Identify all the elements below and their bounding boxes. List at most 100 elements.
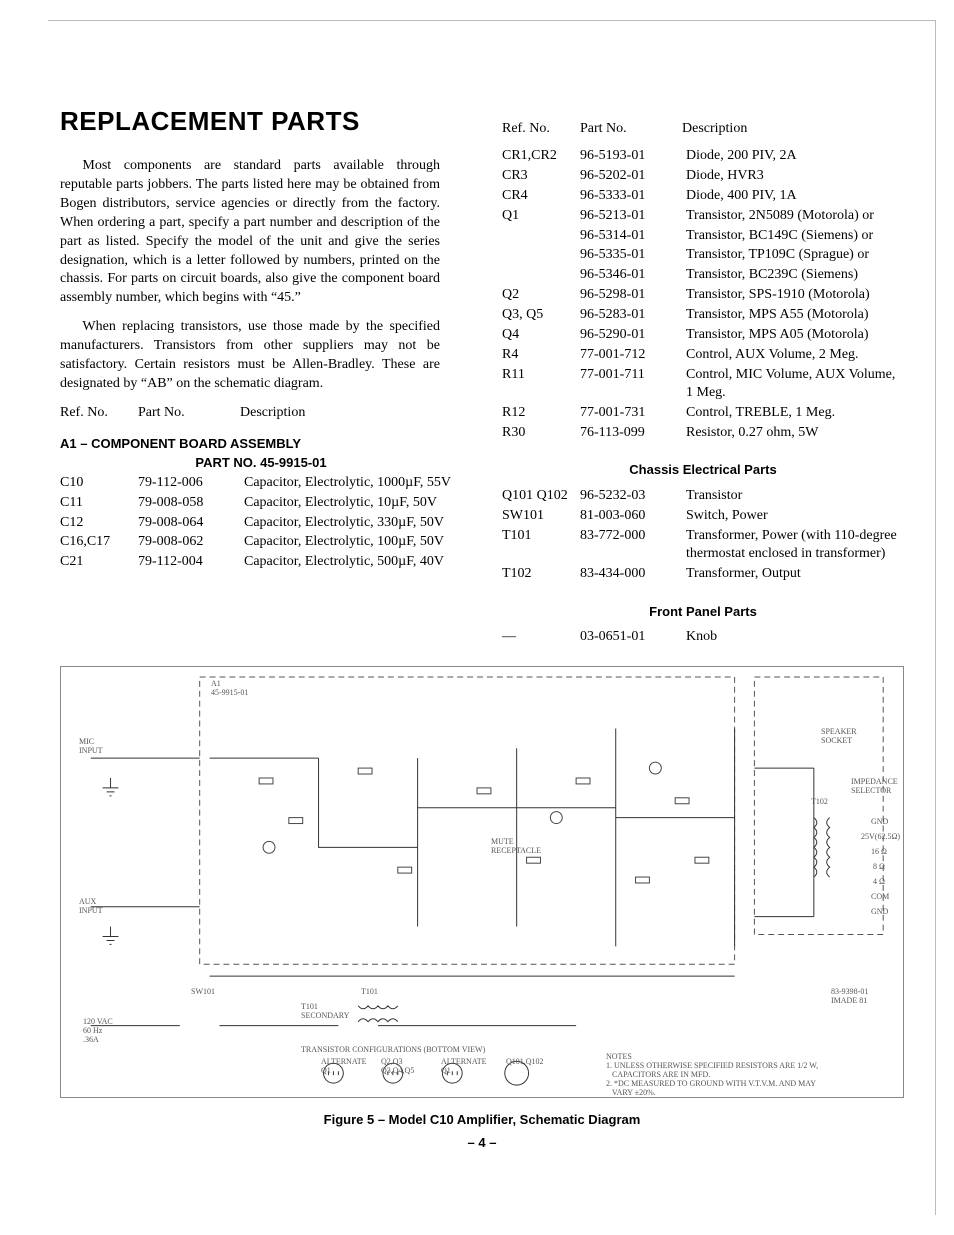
table-row: Q496-5290-01Transistor, MPS A05 (Motorol… <box>502 326 904 346</box>
ref-cell: R11 <box>502 366 580 404</box>
desc-cell: Transformer, Power (with 110-degree ther… <box>686 527 904 565</box>
schematic-label: SW101 <box>191 987 215 996</box>
intro-para-1: Most components are standard parts avail… <box>60 157 440 308</box>
table-row: CR396-5202-01Diode, HVR3 <box>502 167 904 187</box>
ref-cell: Q3, Q5 <box>502 306 580 326</box>
partno-cell: 96-5290-01 <box>580 326 686 346</box>
figure-caption: Figure 5 – Model C10 Amplifier, Schemati… <box>60 1112 904 1127</box>
table-row: Q296-5298-01Transistor, SPS-1910 (Motoro… <box>502 286 904 306</box>
desc-cell: Capacitor, Electrolytic, 330µF, 50V <box>244 514 457 534</box>
desc-cell: Diode, 400 PIV, 1A <box>686 187 904 207</box>
ref-cell: CR4 <box>502 187 580 207</box>
right-column: Ref. No. Part No. Description CR1,CR296-… <box>502 44 904 648</box>
schematic-label: IMPEDANCE SELECTOR <box>851 777 898 795</box>
desc-cell: Capacitor, Electrolytic, 500µF, 40V <box>244 553 457 573</box>
table-row: Q196-5213-01Transistor, 2N5089 (Motorola… <box>502 207 904 227</box>
ref-cell <box>502 227 580 247</box>
desc-cell: Transistor, MPS A05 (Motorola) <box>686 326 904 346</box>
table-row: R1177-001-711Control, MIC Volume, AUX Vo… <box>502 366 904 404</box>
schematic-label: ALTERNATE Q1 <box>441 1057 486 1075</box>
partno-cell: 77-001-731 <box>580 404 686 424</box>
partno-cell: 96-5193-01 <box>580 147 686 167</box>
partno-cell: 76-113-099 <box>580 424 686 444</box>
page: REPLACEMENT PARTS Most components are st… <box>0 0 954 1235</box>
page-number: – 4 – <box>60 1135 904 1150</box>
ref-cell: T101 <box>502 527 580 565</box>
ref-cell: Q101 Q102 <box>502 487 580 507</box>
schematic-label: COM <box>871 892 889 901</box>
desc-cell: Resistor, 0.27 ohm, 5W <box>686 424 904 444</box>
ref-cell: C10 <box>60 474 138 494</box>
table-row: 96-5346-01Transistor, BC239C (Siemens) <box>502 266 904 286</box>
right-parts-table: CR1,CR296-5193-01Diode, 200 PIV, 2ACR396… <box>502 147 904 444</box>
partno-cell: 96-5202-01 <box>580 167 686 187</box>
hdr-ref: Ref. No. <box>502 120 580 139</box>
desc-cell: Transistor, SPS-1910 (Motorola) <box>686 286 904 306</box>
table-row: T10183-772-000Transformer, Power (with 1… <box>502 527 904 565</box>
partno-cell: 79-008-058 <box>138 494 244 514</box>
a1-parts-table: C1079-112-006Capacitor, Electrolytic, 10… <box>60 474 457 574</box>
ref-cell: C16,C17 <box>60 533 138 553</box>
partno-cell: 77-001-711 <box>580 366 686 404</box>
schematic-label: Q101,Q102 <box>506 1057 544 1066</box>
desc-cell: Knob <box>686 628 723 648</box>
partno-cell: 96-5283-01 <box>580 306 686 326</box>
table-row: C16,C1779-008-062Capacitor, Electrolytic… <box>60 533 457 553</box>
table-row: R3076-113-099Resistor, 0.27 ohm, 5W <box>502 424 904 444</box>
desc-cell: Capacitor, Electrolytic, 100µF, 50V <box>244 533 457 553</box>
table-row: C1079-112-006Capacitor, Electrolytic, 10… <box>60 474 457 494</box>
partno-cell: 79-008-064 <box>138 514 244 534</box>
partno-cell: 83-772-000 <box>580 527 686 565</box>
table-row: C2179-112-004Capacitor, Electrolytic, 50… <box>60 553 457 573</box>
table-row: C1179-008-058Capacitor, Electrolytic, 10… <box>60 494 457 514</box>
desc-cell: Transistor <box>686 487 904 507</box>
desc-cell: Switch, Power <box>686 507 904 527</box>
two-column-layout: REPLACEMENT PARTS Most components are st… <box>60 44 904 648</box>
schematic-label: 16 Ω <box>871 847 887 856</box>
partno-cell: 79-112-004 <box>138 553 244 573</box>
schematic-label: 8 Ω <box>873 862 885 871</box>
desc-cell: Transformer, Output <box>686 565 904 585</box>
ref-cell: SW101 <box>502 507 580 527</box>
schematic-label: NOTES 1. UNLESS OTHERWISE SPECIFIED RESI… <box>606 1052 818 1097</box>
schematic-label: T101 <box>361 987 378 996</box>
ref-cell: R30 <box>502 424 580 444</box>
right-column-headers: Ref. No. Part No. Description <box>502 120 904 139</box>
left-column: REPLACEMENT PARTS Most components are st… <box>60 44 462 648</box>
a1-header-1: A1 – COMPONENT BOARD ASSEMBLY <box>60 435 462 453</box>
partno-cell: 79-008-062 <box>138 533 244 553</box>
schematic-label: MIC INPUT <box>79 737 103 755</box>
ref-cell: CR1,CR2 <box>502 147 580 167</box>
intro-para-2: When replacing transistors, use those ma… <box>60 318 440 394</box>
ref-cell: R4 <box>502 346 580 366</box>
desc-cell: Capacitor, Electrolytic, 1000µF, 55V <box>244 474 457 494</box>
partno-cell: 81-003-060 <box>580 507 686 527</box>
desc-cell: Transistor, BC239C (Siemens) <box>686 266 904 286</box>
partno-cell: 96-5346-01 <box>580 266 686 286</box>
schematic-label: 4 Ω <box>873 877 885 886</box>
schematic-label: MUTE RECEPTACLE <box>491 837 541 855</box>
table-row: R477-001-712Control, AUX Volume, 2 Meg. <box>502 346 904 366</box>
partno-cell: 96-5314-01 <box>580 227 686 247</box>
table-row: CR1,CR296-5193-01Diode, 200 PIV, 2A <box>502 147 904 167</box>
ref-cell <box>502 246 580 266</box>
table-row: SW10181-003-060Switch, Power <box>502 507 904 527</box>
hdr-ref: Ref. No. <box>60 404 138 423</box>
ref-cell: C12 <box>60 514 138 534</box>
hdr-desc: Description <box>682 120 747 139</box>
table-row: R1277-001-731Control, TREBLE, 1 Meg. <box>502 404 904 424</box>
ref-cell: C21 <box>60 553 138 573</box>
table-row: 96-5335-01Transistor, TP109C (Sprague) o… <box>502 246 904 266</box>
ref-cell: Q2 <box>502 286 580 306</box>
partno-cell: 96-5213-01 <box>580 207 686 227</box>
schematic-label: 120 VAC 60 Hz .36A <box>83 1017 113 1044</box>
desc-cell: Transistor, BC149C (Siemens) or <box>686 227 904 247</box>
ref-cell: Q1 <box>502 207 580 227</box>
chassis-parts-table: Q101 Q10296-5232-03TransistorSW10181-003… <box>502 487 904 585</box>
partno-cell: 96-5232-03 <box>580 487 686 507</box>
hdr-pn: Part No. <box>580 120 682 139</box>
schematic-label: 83-9398-01 IMADE 81 <box>831 987 868 1005</box>
table-row: Q101 Q10296-5232-03Transistor <box>502 487 904 507</box>
table-row: Q3, Q596-5283-01Transistor, MPS A55 (Mot… <box>502 306 904 326</box>
ref-cell: Q4 <box>502 326 580 346</box>
